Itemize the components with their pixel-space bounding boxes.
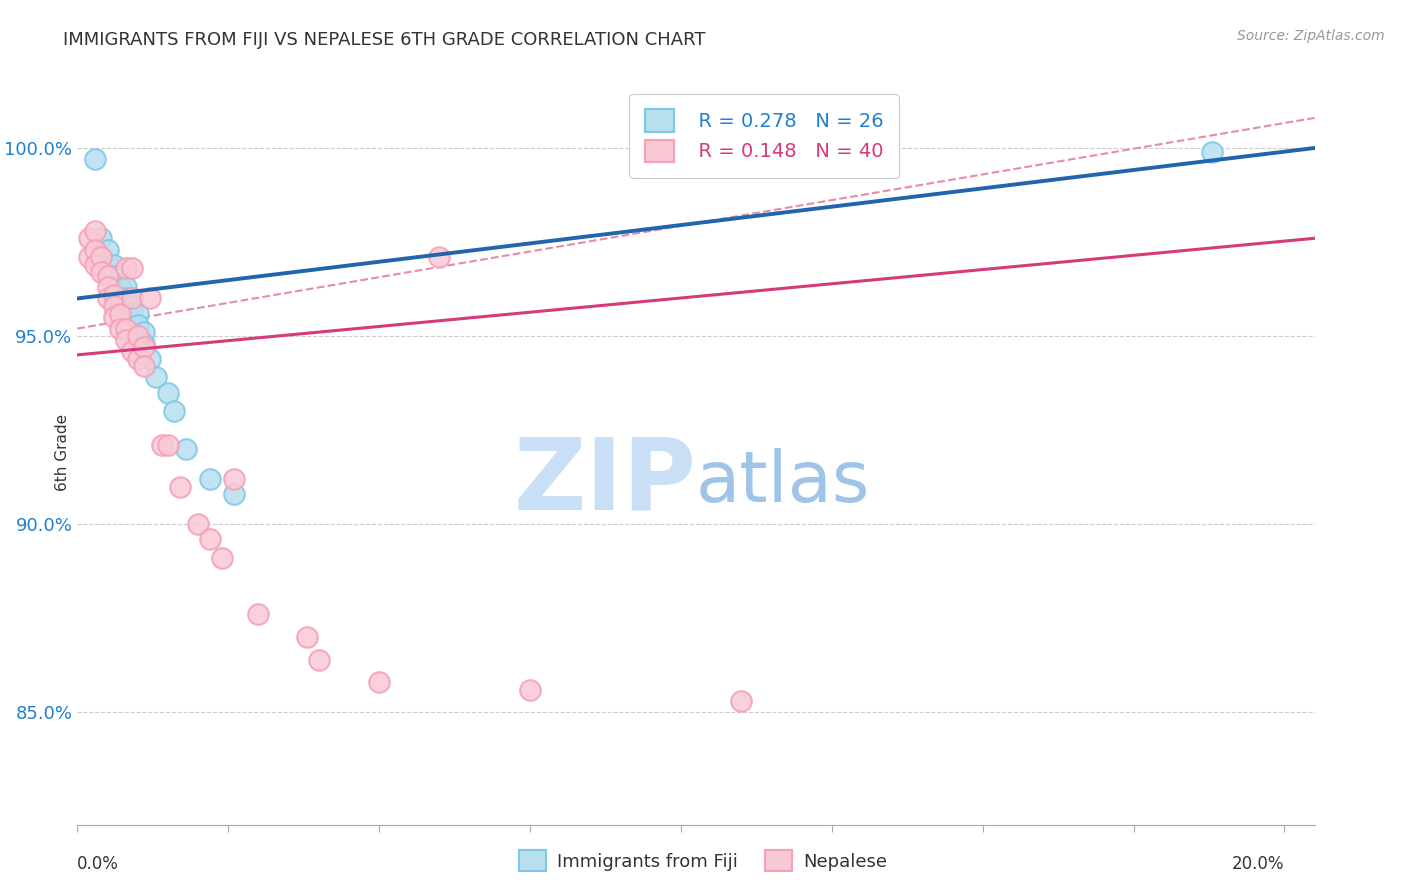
Point (169, 479, 191, 493)
Point (79, 231, 101, 245)
Point (127, 351, 149, 366)
Point (187, 517, 209, 532)
Point (103, 268, 125, 283)
Point (139, 351, 162, 366)
Point (156, 385, 179, 400)
Point (90, 231, 112, 245)
Point (198, 472, 221, 486)
Point (156, 438, 179, 452)
Point (247, 607, 270, 622)
Point (429, 250, 451, 264)
Point (730, 694, 752, 708)
Point (121, 292, 143, 306)
Text: 0.0%: 0.0% (77, 855, 120, 873)
Point (127, 306, 149, 320)
Point (79, 250, 101, 264)
Point (114, 333, 136, 347)
Point (1201, 145, 1223, 159)
Point (224, 472, 246, 486)
Point (114, 292, 136, 306)
Point (103, 287, 125, 301)
Point (121, 292, 143, 306)
Point (114, 261, 136, 276)
Point (121, 299, 143, 313)
Point (84, 153, 107, 167)
Point (114, 280, 136, 294)
Point (145, 370, 167, 384)
Text: IMMIGRANTS FROM FIJI VS NEPALESE 6TH GRADE CORRELATION CHART: IMMIGRANTS FROM FIJI VS NEPALESE 6TH GRA… (63, 31, 706, 49)
Point (121, 261, 143, 276)
Point (121, 344, 143, 359)
Point (163, 404, 186, 418)
Point (103, 258, 125, 272)
Legend:   R = 0.278   N = 26,   R = 0.148   N = 40: R = 0.278 N = 26, R = 0.148 N = 40 (630, 94, 898, 178)
Point (308, 652, 330, 666)
Point (174, 442, 197, 456)
Point (90, 250, 112, 264)
Point (150, 438, 173, 452)
Point (127, 318, 149, 332)
Point (84, 258, 107, 272)
Point (96, 258, 118, 272)
Point (368, 675, 391, 690)
Point (96, 268, 118, 283)
Point (198, 532, 221, 546)
Point (121, 306, 143, 320)
Point (132, 336, 155, 351)
Point (108, 280, 131, 294)
Point (96, 280, 118, 294)
Point (84, 224, 107, 238)
Text: ZIP: ZIP (513, 434, 696, 531)
Y-axis label: 6th Grade: 6th Grade (55, 414, 70, 491)
Point (127, 329, 149, 343)
Point (96, 243, 118, 257)
Point (519, 682, 541, 697)
Point (90, 250, 112, 264)
Legend: Immigrants from Fiji, Nepalese: Immigrants from Fiji, Nepalese (512, 843, 894, 879)
Point (295, 630, 318, 644)
Text: atlas: atlas (696, 448, 870, 517)
Point (84, 243, 107, 257)
Point (224, 487, 246, 501)
Text: Source: ZipAtlas.com: Source: ZipAtlas.com (1237, 29, 1385, 43)
Point (108, 268, 131, 283)
Point (132, 359, 155, 374)
Point (211, 551, 233, 566)
Point (132, 326, 155, 340)
Point (132, 340, 155, 354)
Point (103, 299, 125, 313)
Point (108, 306, 131, 320)
Point (114, 321, 136, 335)
Point (96, 292, 118, 306)
Point (90, 265, 112, 279)
Text: 20.0%: 20.0% (1232, 855, 1285, 873)
Point (103, 310, 125, 325)
Point (108, 321, 131, 335)
Point (139, 292, 162, 306)
